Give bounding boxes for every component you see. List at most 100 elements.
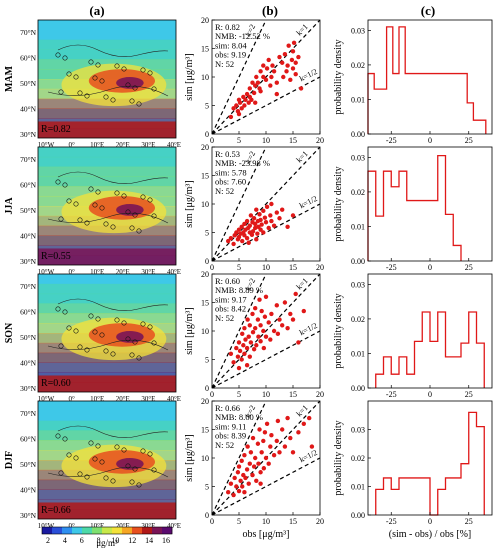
station-marker — [136, 355, 142, 361]
station-marker — [151, 340, 157, 346]
x-tick-label: 10 — [262, 390, 270, 399]
scatter-point — [269, 201, 274, 207]
season-label: MAM — [4, 65, 15, 92]
scatter-point — [250, 435, 256, 441]
lon-label: 0° — [68, 395, 75, 403]
x-tick-label: 20 — [316, 263, 324, 272]
y-tick-label: 0.00 — [351, 511, 365, 520]
scatter-point — [290, 450, 296, 455]
scatter-point — [264, 66, 270, 71]
reference-line-label: k=1/2 — [298, 321, 319, 337]
station-marker — [114, 317, 120, 323]
scatter-point — [248, 450, 254, 455]
scatter-point — [268, 83, 273, 88]
station-marker — [66, 71, 72, 77]
scatter-point — [239, 458, 244, 464]
colorbar-swatch — [72, 527, 83, 534]
scatter-point — [253, 100, 258, 105]
y-tick-label: 10 — [201, 327, 209, 336]
station-marker — [103, 221, 109, 227]
histogram-bars — [375, 311, 485, 388]
map-band — [38, 283, 176, 295]
scatter-point — [277, 54, 282, 60]
y-tick-label: 20 — [201, 16, 209, 25]
reference-line — [212, 274, 267, 388]
station-marker — [84, 220, 90, 226]
lon-label: 40°E — [167, 268, 181, 276]
station-marker — [88, 440, 94, 446]
reference-line-label: k=1 — [295, 149, 310, 164]
scatter-point — [240, 331, 245, 337]
scatter-point — [281, 74, 286, 80]
map-band — [38, 156, 176, 168]
scatter-point — [261, 466, 267, 471]
scatter-point — [307, 415, 312, 421]
scatter-point — [274, 303, 279, 308]
station-marker — [132, 339, 138, 345]
station-marker — [92, 202, 98, 208]
lon-label: 10°W — [38, 268, 55, 276]
lat-label: 40°N — [20, 105, 36, 114]
station-marker — [121, 193, 127, 199]
reference-line — [212, 20, 267, 134]
colorbar: 2 4 6 8 10 12 14 16 μg/m³ — [41, 526, 173, 548]
scatter-point — [262, 314, 268, 319]
scatter-point — [258, 481, 263, 486]
scatter-point — [236, 340, 242, 345]
scatter-point — [261, 345, 267, 351]
scatter-point — [271, 223, 277, 228]
scatter-point — [251, 90, 257, 96]
scatter-point — [263, 294, 269, 299]
scatter-point — [236, 227, 242, 232]
station-marker — [55, 179, 61, 185]
colorbar-swatch — [112, 527, 123, 534]
stat-text: obs: 9.19 — [215, 50, 246, 60]
map-coastline — [57, 298, 169, 311]
lat-label: 60°N — [20, 308, 36, 317]
y-tick-label: 0.02 — [351, 188, 365, 197]
scatter-point — [236, 464, 242, 469]
scatter-point — [253, 306, 258, 311]
scatter-point — [280, 207, 285, 212]
scatter-point — [296, 340, 301, 345]
station-marker — [110, 351, 116, 357]
lon-label: 10°E — [90, 141, 104, 149]
lon-label: 10°E — [90, 395, 104, 403]
reference-line — [212, 330, 320, 388]
station-marker — [121, 320, 127, 326]
scatter-point — [280, 60, 285, 65]
station-marker — [99, 459, 105, 465]
scatter-point — [239, 357, 244, 362]
lat-label: 40°N — [20, 486, 36, 495]
scatter-point — [290, 49, 296, 54]
scatter-point — [269, 218, 274, 224]
x-tick-label: 0 — [428, 517, 432, 526]
station-marker — [77, 344, 83, 350]
lat-label: 50°N — [20, 460, 36, 469]
panel-label-a: (a) — [89, 3, 104, 18]
scatter-point — [268, 444, 273, 449]
scatter-point — [262, 215, 268, 220]
scatter-point — [254, 74, 259, 80]
scatter-point — [231, 241, 236, 247]
colorbar-tick-label: 12 — [128, 536, 136, 545]
y-tick-label: 0.01 — [351, 349, 365, 358]
scatter-point — [251, 347, 257, 352]
scatter-point — [269, 433, 274, 438]
row-djf: 70°N60°N50°N40°N30°N10°W 0° 10°E 20°E 30°E 40… — [4, 397, 493, 540]
row-mam: 70°N 60°N 50°N 40°N 30°N10°W 0° 10°E 20°E 30°E 40… — [4, 16, 493, 149]
scatter-point — [243, 337, 248, 342]
scatter-point — [242, 103, 247, 108]
lon-label: 20°E — [116, 522, 130, 530]
scatter-point — [277, 317, 282, 322]
lon-label: 10°W — [38, 395, 55, 403]
scatter-point — [240, 238, 245, 244]
scatter-point — [257, 427, 262, 432]
map-band — [38, 303, 176, 314]
stat-text: sim: 5.78 — [215, 167, 247, 177]
stat-text: NMB: -23.98 % — [215, 158, 270, 168]
lat-label: 50°N — [20, 333, 36, 342]
scatter-point — [264, 421, 270, 426]
station-marker — [95, 443, 101, 449]
lon-label: 20°E — [116, 141, 130, 149]
